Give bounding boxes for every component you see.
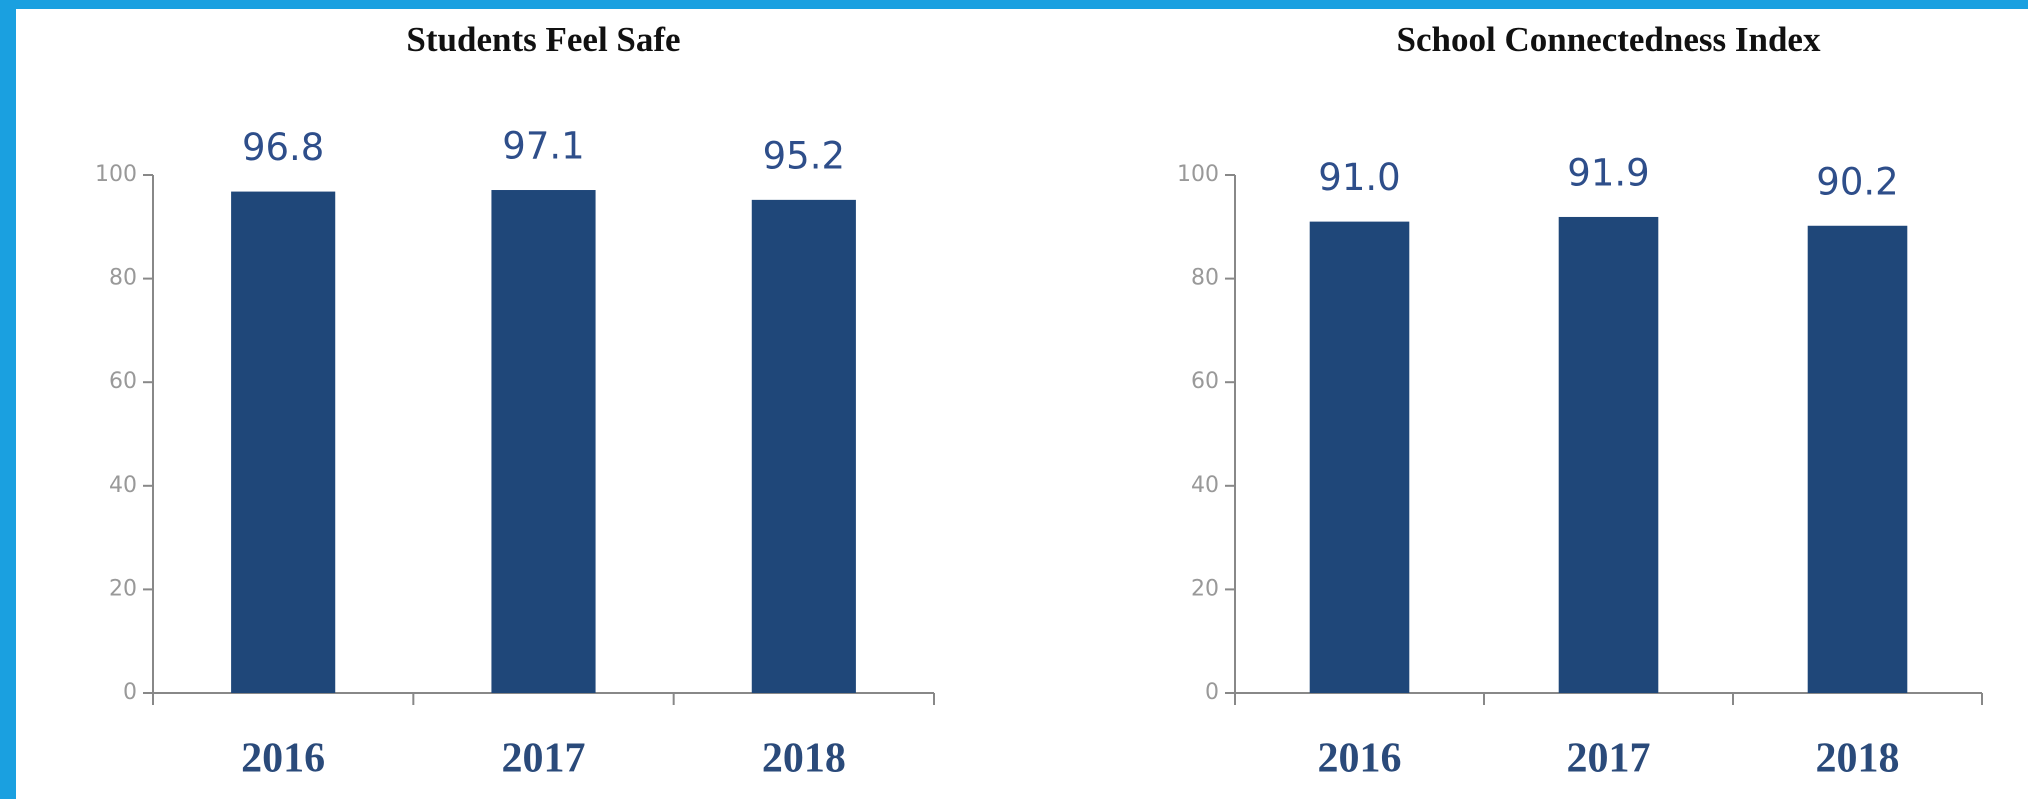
- chart-title: School Connectedness Index: [1397, 20, 1821, 59]
- bar: [491, 190, 596, 693]
- x-tick-label: 2018: [762, 736, 846, 782]
- value-label: 90.2: [1816, 160, 1898, 203]
- bar: [231, 191, 336, 694]
- x-tick-label: 2016: [241, 736, 325, 782]
- y-tick-label: 100: [95, 162, 137, 187]
- y-tick-label: 60: [109, 369, 137, 394]
- y-tick-label: 80: [109, 266, 137, 291]
- bar: [751, 199, 856, 693]
- y-tick-label: 40: [1191, 473, 1219, 498]
- value-label: 96.8: [242, 126, 324, 169]
- x-tick-label: 2017: [1567, 736, 1651, 782]
- y-tick-label: 40: [109, 473, 137, 498]
- y-tick-label: 100: [1177, 162, 1219, 187]
- value-label: 95.2: [763, 134, 845, 177]
- y-tick-label: 60: [1191, 369, 1219, 394]
- value-label: 91.0: [1318, 156, 1400, 199]
- y-tick-label: 20: [1191, 576, 1219, 601]
- value-label: 91.9: [1567, 151, 1649, 194]
- y-tick-label: 80: [1191, 266, 1219, 291]
- left-border: [0, 0, 16, 799]
- top-border: [0, 0, 2028, 9]
- bar: [1309, 221, 1410, 693]
- x-tick-label: 2016: [1318, 736, 1402, 782]
- y-tick-label: 20: [109, 576, 137, 601]
- x-tick-label: 2018: [1816, 736, 1900, 782]
- y-tick-label: 0: [1205, 680, 1219, 705]
- bar: [1807, 225, 1908, 693]
- y-tick-label: 0: [123, 680, 137, 705]
- x-tick-label: 2017: [502, 736, 586, 782]
- value-label: 97.1: [502, 125, 584, 168]
- bar: [1558, 216, 1659, 693]
- chart-title: Students Feel Safe: [406, 20, 680, 59]
